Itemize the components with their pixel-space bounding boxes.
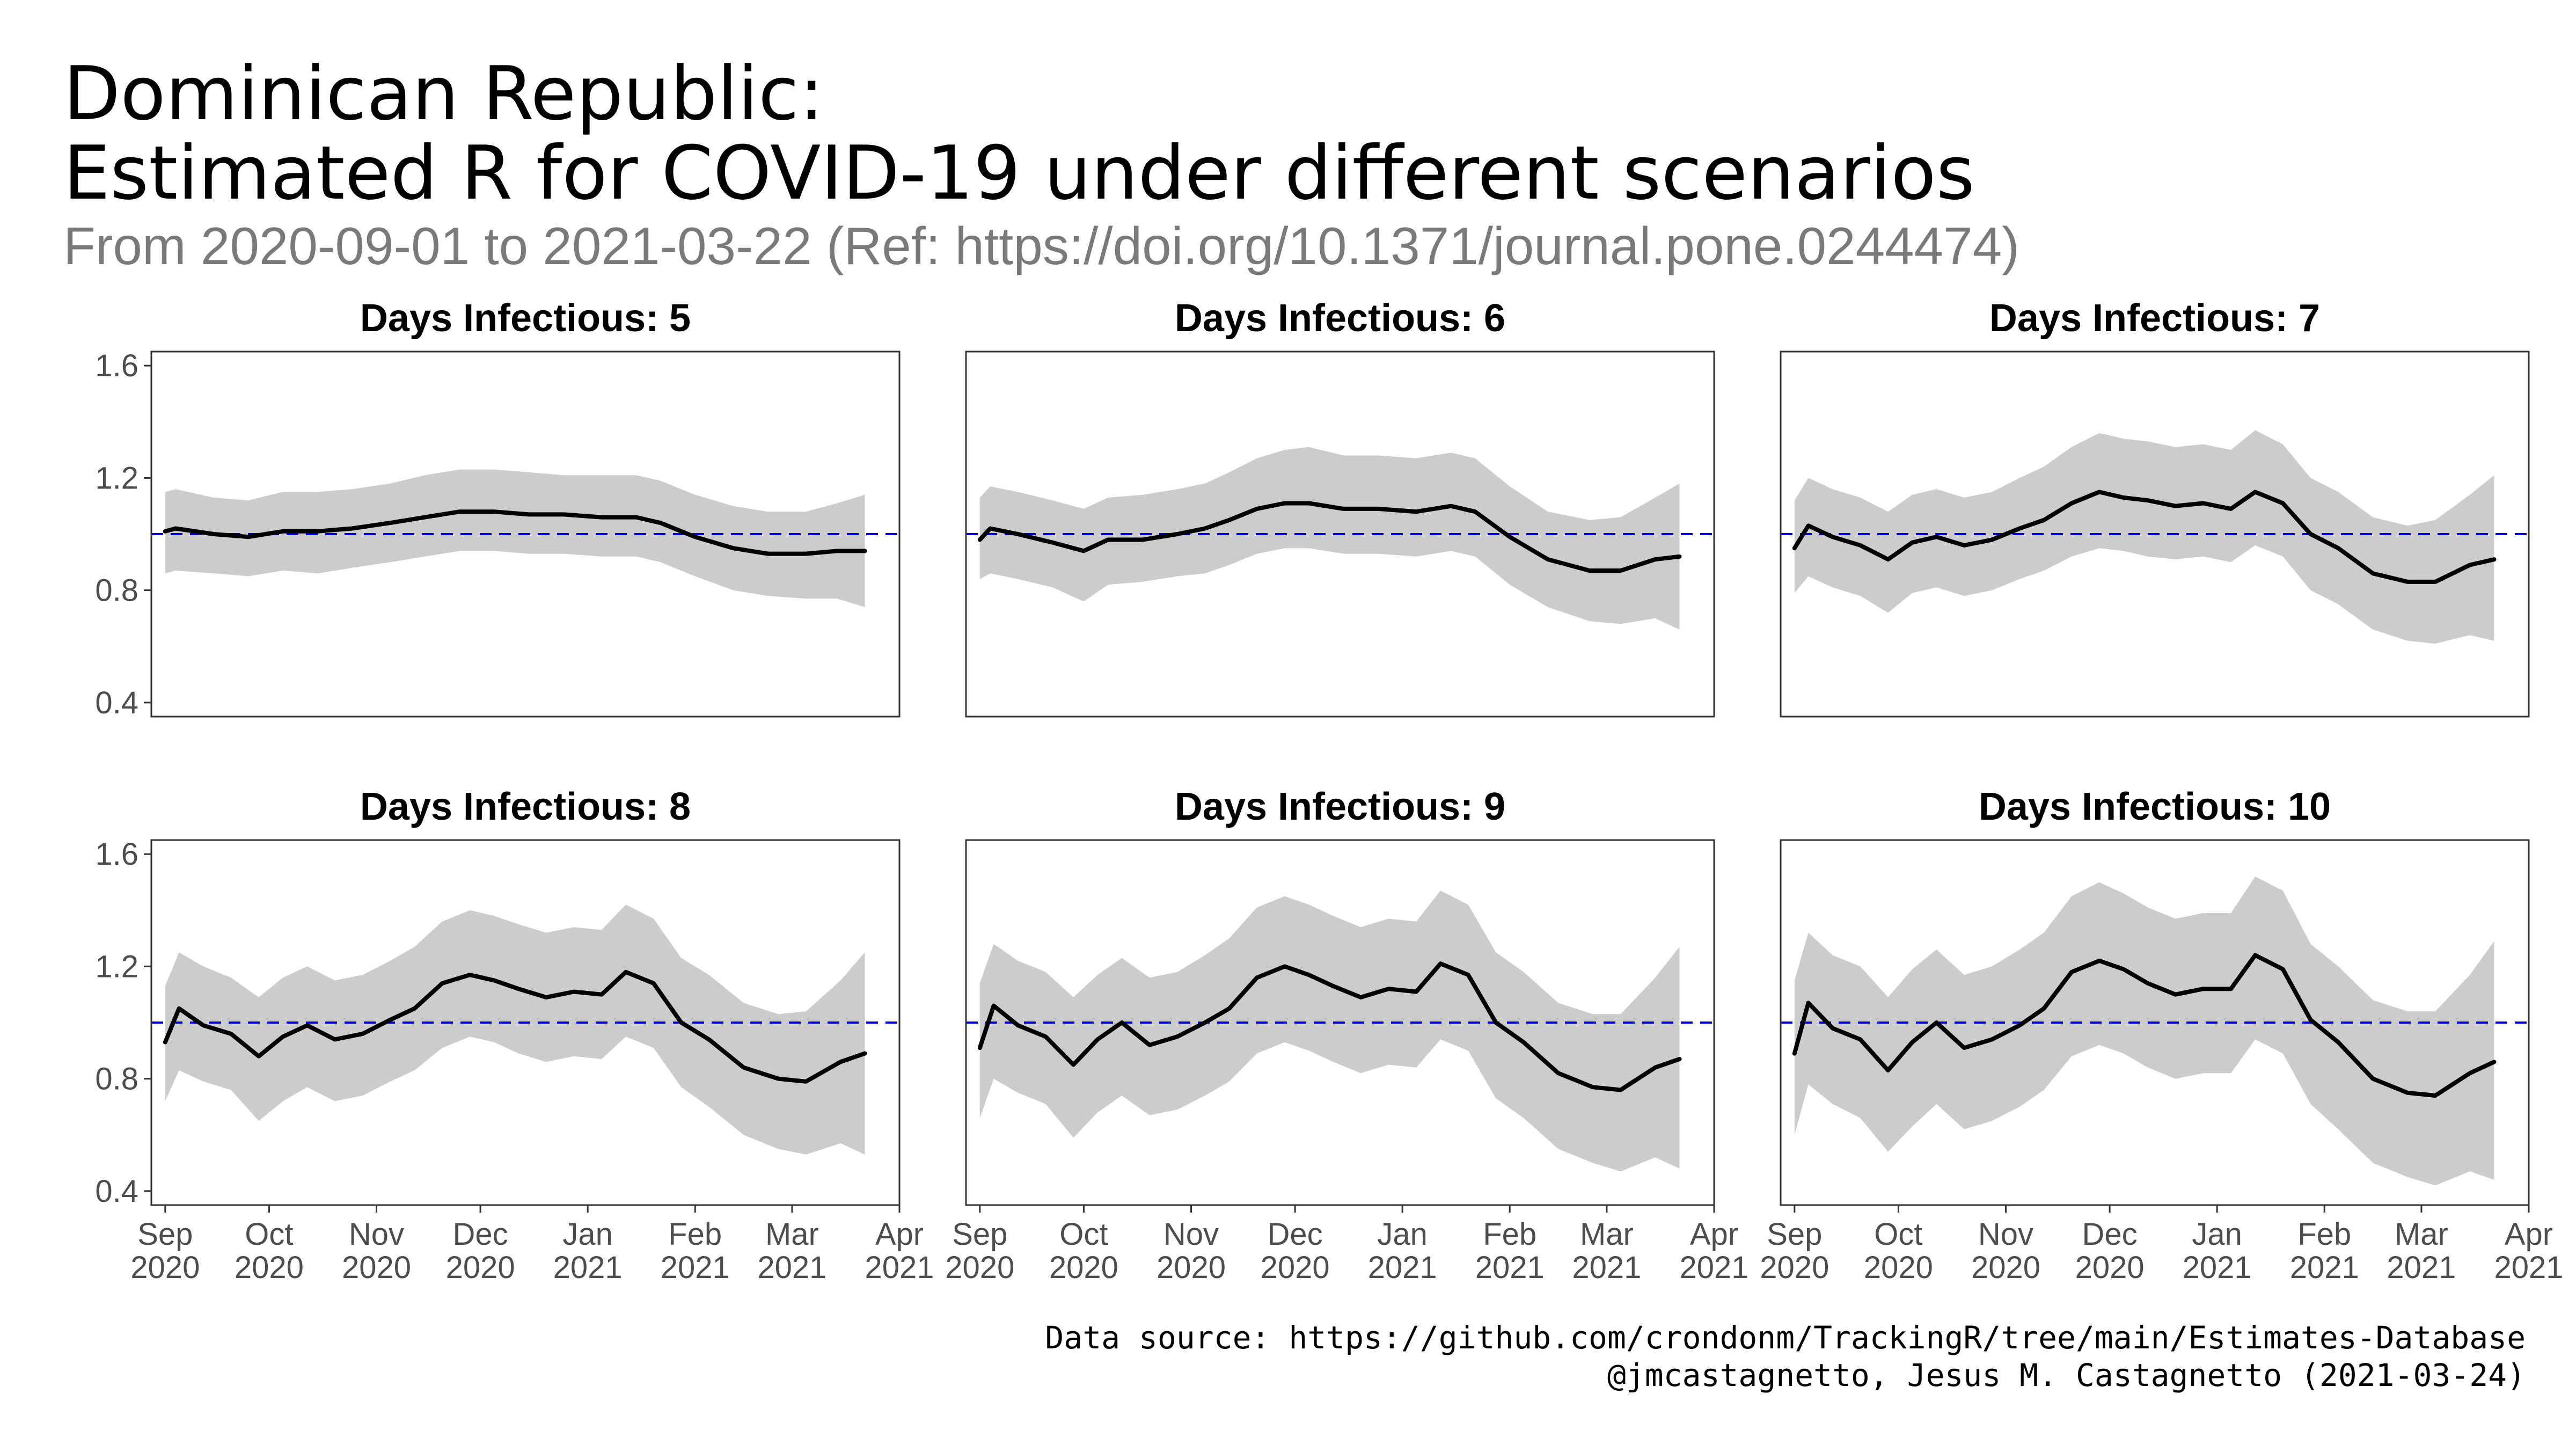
confidence-ribbon: [165, 469, 865, 607]
x-tick-label: Nov: [349, 1217, 404, 1252]
r-estimate-line: [977, 961, 1682, 1092]
x-tick-label-year: 2021: [2183, 1250, 2252, 1285]
facet-panel-5: Days Infectious: 9Sep2020Oct2020Nov2020D…: [945, 785, 1748, 1285]
y-tick-label: 0.8: [95, 1062, 138, 1097]
x-tick-label-year: 2020: [1049, 1250, 1118, 1285]
x-tick-label: Oct: [1874, 1217, 1922, 1252]
caption-data-source: Data source: https://github.com/crondonm…: [1045, 1319, 2526, 1356]
x-tick-label-year: 2021: [2290, 1250, 2359, 1285]
x-tick-label-year: 2021: [865, 1250, 934, 1285]
x-tick-label-year: 2021: [757, 1250, 826, 1285]
facet-title: Days Infectious: 6: [1175, 297, 1505, 340]
y-tick-label: 0.4: [95, 685, 138, 720]
x-tick-label-year: 2020: [446, 1250, 515, 1285]
confidence-ribbon: [979, 447, 1680, 630]
x-tick-label-year: 2021: [2494, 1250, 2563, 1285]
x-tick-label: Oct: [245, 1217, 293, 1252]
y-tick-label: 1.2: [95, 461, 138, 495]
x-tick-label-year: 2020: [342, 1250, 411, 1285]
x-tick-label-year: 2021: [1572, 1250, 1641, 1285]
y-tick-label: 0.4: [95, 1174, 138, 1209]
x-tick-label: Dec: [1268, 1217, 1323, 1252]
facet-panel-2: Days Infectious: 6: [965, 297, 1715, 718]
r-estimate-line: [1792, 953, 2497, 1098]
x-tick-label: Mar: [765, 1217, 819, 1252]
chart-title-line2: Estimated R for COVID-19 under different…: [63, 130, 1975, 216]
x-tick-label: Apr: [2505, 1217, 2553, 1252]
x-tick-label-year: 2020: [130, 1250, 200, 1285]
x-tick-label-year: 2020: [1971, 1250, 2040, 1285]
facet-panel-6: Days Infectious: 10Sep2020Oct2020Nov2020…: [1760, 785, 2563, 1285]
facet-panel-1: Days Infectious: 5 0.4 0.8 1.2 1.6: [95, 297, 901, 720]
x-tick-label: Mar: [2395, 1217, 2448, 1252]
x-tick-label: Mar: [1580, 1217, 1634, 1252]
facet-title: Days Infectious: 7: [1989, 297, 2320, 340]
r-estimate-line: [977, 501, 1682, 573]
x-tick-label: Oct: [1059, 1217, 1108, 1252]
panel-border: [1780, 351, 2530, 718]
facet-title: Days Infectious: 8: [360, 785, 691, 828]
x-tick-label: Dec: [453, 1217, 508, 1252]
y-tick-label: 1.2: [95, 949, 138, 984]
x-tick-label: Dec: [2082, 1217, 2138, 1252]
chart-title-line1: Dominican Republic:: [63, 50, 824, 137]
x-tick-label: Sep: [1767, 1217, 1822, 1252]
facet-title: Days Infectious: 10: [1979, 785, 2331, 828]
x-tick-label-year: 2020: [2075, 1250, 2145, 1285]
x-tick-label: Sep: [952, 1217, 1007, 1252]
x-tick-label-year: 2020: [235, 1250, 304, 1285]
panel-border: [150, 839, 901, 1206]
x-tick-label: Jan: [2192, 1217, 2242, 1252]
panel-border: [965, 839, 1715, 1206]
r-estimate-line: [163, 509, 867, 556]
y-tick-label: 1.6: [95, 348, 138, 383]
x-tick-label: Nov: [1163, 1217, 1219, 1252]
x-tick-label: Apr: [1690, 1217, 1738, 1252]
x-tick-label: Apr: [875, 1217, 924, 1252]
confidence-ribbon: [165, 904, 865, 1155]
x-tick-label-year: 2020: [945, 1250, 1014, 1285]
x-tick-label: Feb: [2297, 1217, 2351, 1252]
panel-border: [150, 351, 901, 718]
facet-panel-4: Days Infectious: 80.40.81.21.6Sep2020Oct…: [95, 785, 934, 1285]
caption-author: @jmcastagnetto, Jesus M. Castagnetto (20…: [1607, 1357, 2526, 1393]
x-tick-label: Feb: [1483, 1217, 1536, 1252]
x-tick-label-year: 2020: [1157, 1250, 1226, 1285]
panel-border: [965, 351, 1715, 718]
x-tick-label-year: 2021: [661, 1250, 730, 1285]
confidence-ribbon: [1794, 877, 2494, 1186]
x-tick-label-year: 2021: [1679, 1250, 1748, 1285]
confidence-ribbon: [1794, 430, 2494, 644]
x-tick-label-year: 2021: [1368, 1250, 1437, 1285]
facet-title: Days Infectious: 5: [360, 297, 691, 340]
y-tick-label: 1.6: [95, 837, 138, 872]
x-tick-label: Sep: [137, 1217, 193, 1252]
x-tick-label: Feb: [668, 1217, 722, 1252]
facet-panel-3: Days Infectious: 7: [1780, 297, 2530, 718]
panel-border: [1780, 839, 2530, 1206]
x-tick-label-year: 2020: [1261, 1250, 1330, 1285]
x-tick-label-year: 2021: [553, 1250, 623, 1285]
chart-subtitle: From 2020-09-01 to 2021-03-22 (Ref: http…: [63, 216, 2019, 275]
facet-title: Days Infectious: 9: [1175, 785, 1505, 828]
x-tick-label-year: 2021: [2387, 1250, 2456, 1285]
confidence-ribbon: [979, 891, 1680, 1172]
x-tick-label: Jan: [562, 1217, 613, 1252]
x-tick-label-year: 2020: [1760, 1250, 1829, 1285]
x-tick-label: Nov: [1978, 1217, 2033, 1252]
y-tick-label: 0.8: [95, 573, 138, 608]
r-estimate-line: [1792, 490, 2497, 584]
r-estimate-line: [163, 969, 867, 1084]
x-tick-label-year: 2020: [1864, 1250, 1933, 1285]
x-tick-label: Jan: [1377, 1217, 1428, 1252]
x-tick-label-year: 2021: [1475, 1250, 1545, 1285]
